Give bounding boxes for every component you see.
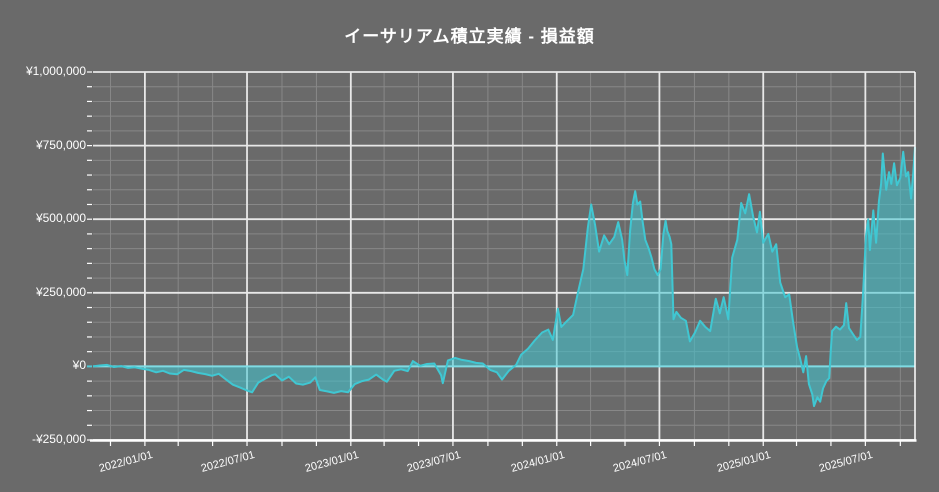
y-tick-label: -¥250,000 xyxy=(31,432,86,446)
chart-title: イーサリアム積立実績 - 損益額 xyxy=(344,27,595,46)
series-line xyxy=(92,147,916,408)
y-tick-label: ¥0 xyxy=(72,358,86,372)
area-fill xyxy=(93,147,915,407)
y-tick-label: ¥500,000 xyxy=(35,211,86,225)
y-tick-label: ¥250,000 xyxy=(35,285,86,299)
y-tick-label: ¥1,000,000 xyxy=(25,64,86,78)
y-tick-label: ¥750,000 xyxy=(35,138,86,152)
